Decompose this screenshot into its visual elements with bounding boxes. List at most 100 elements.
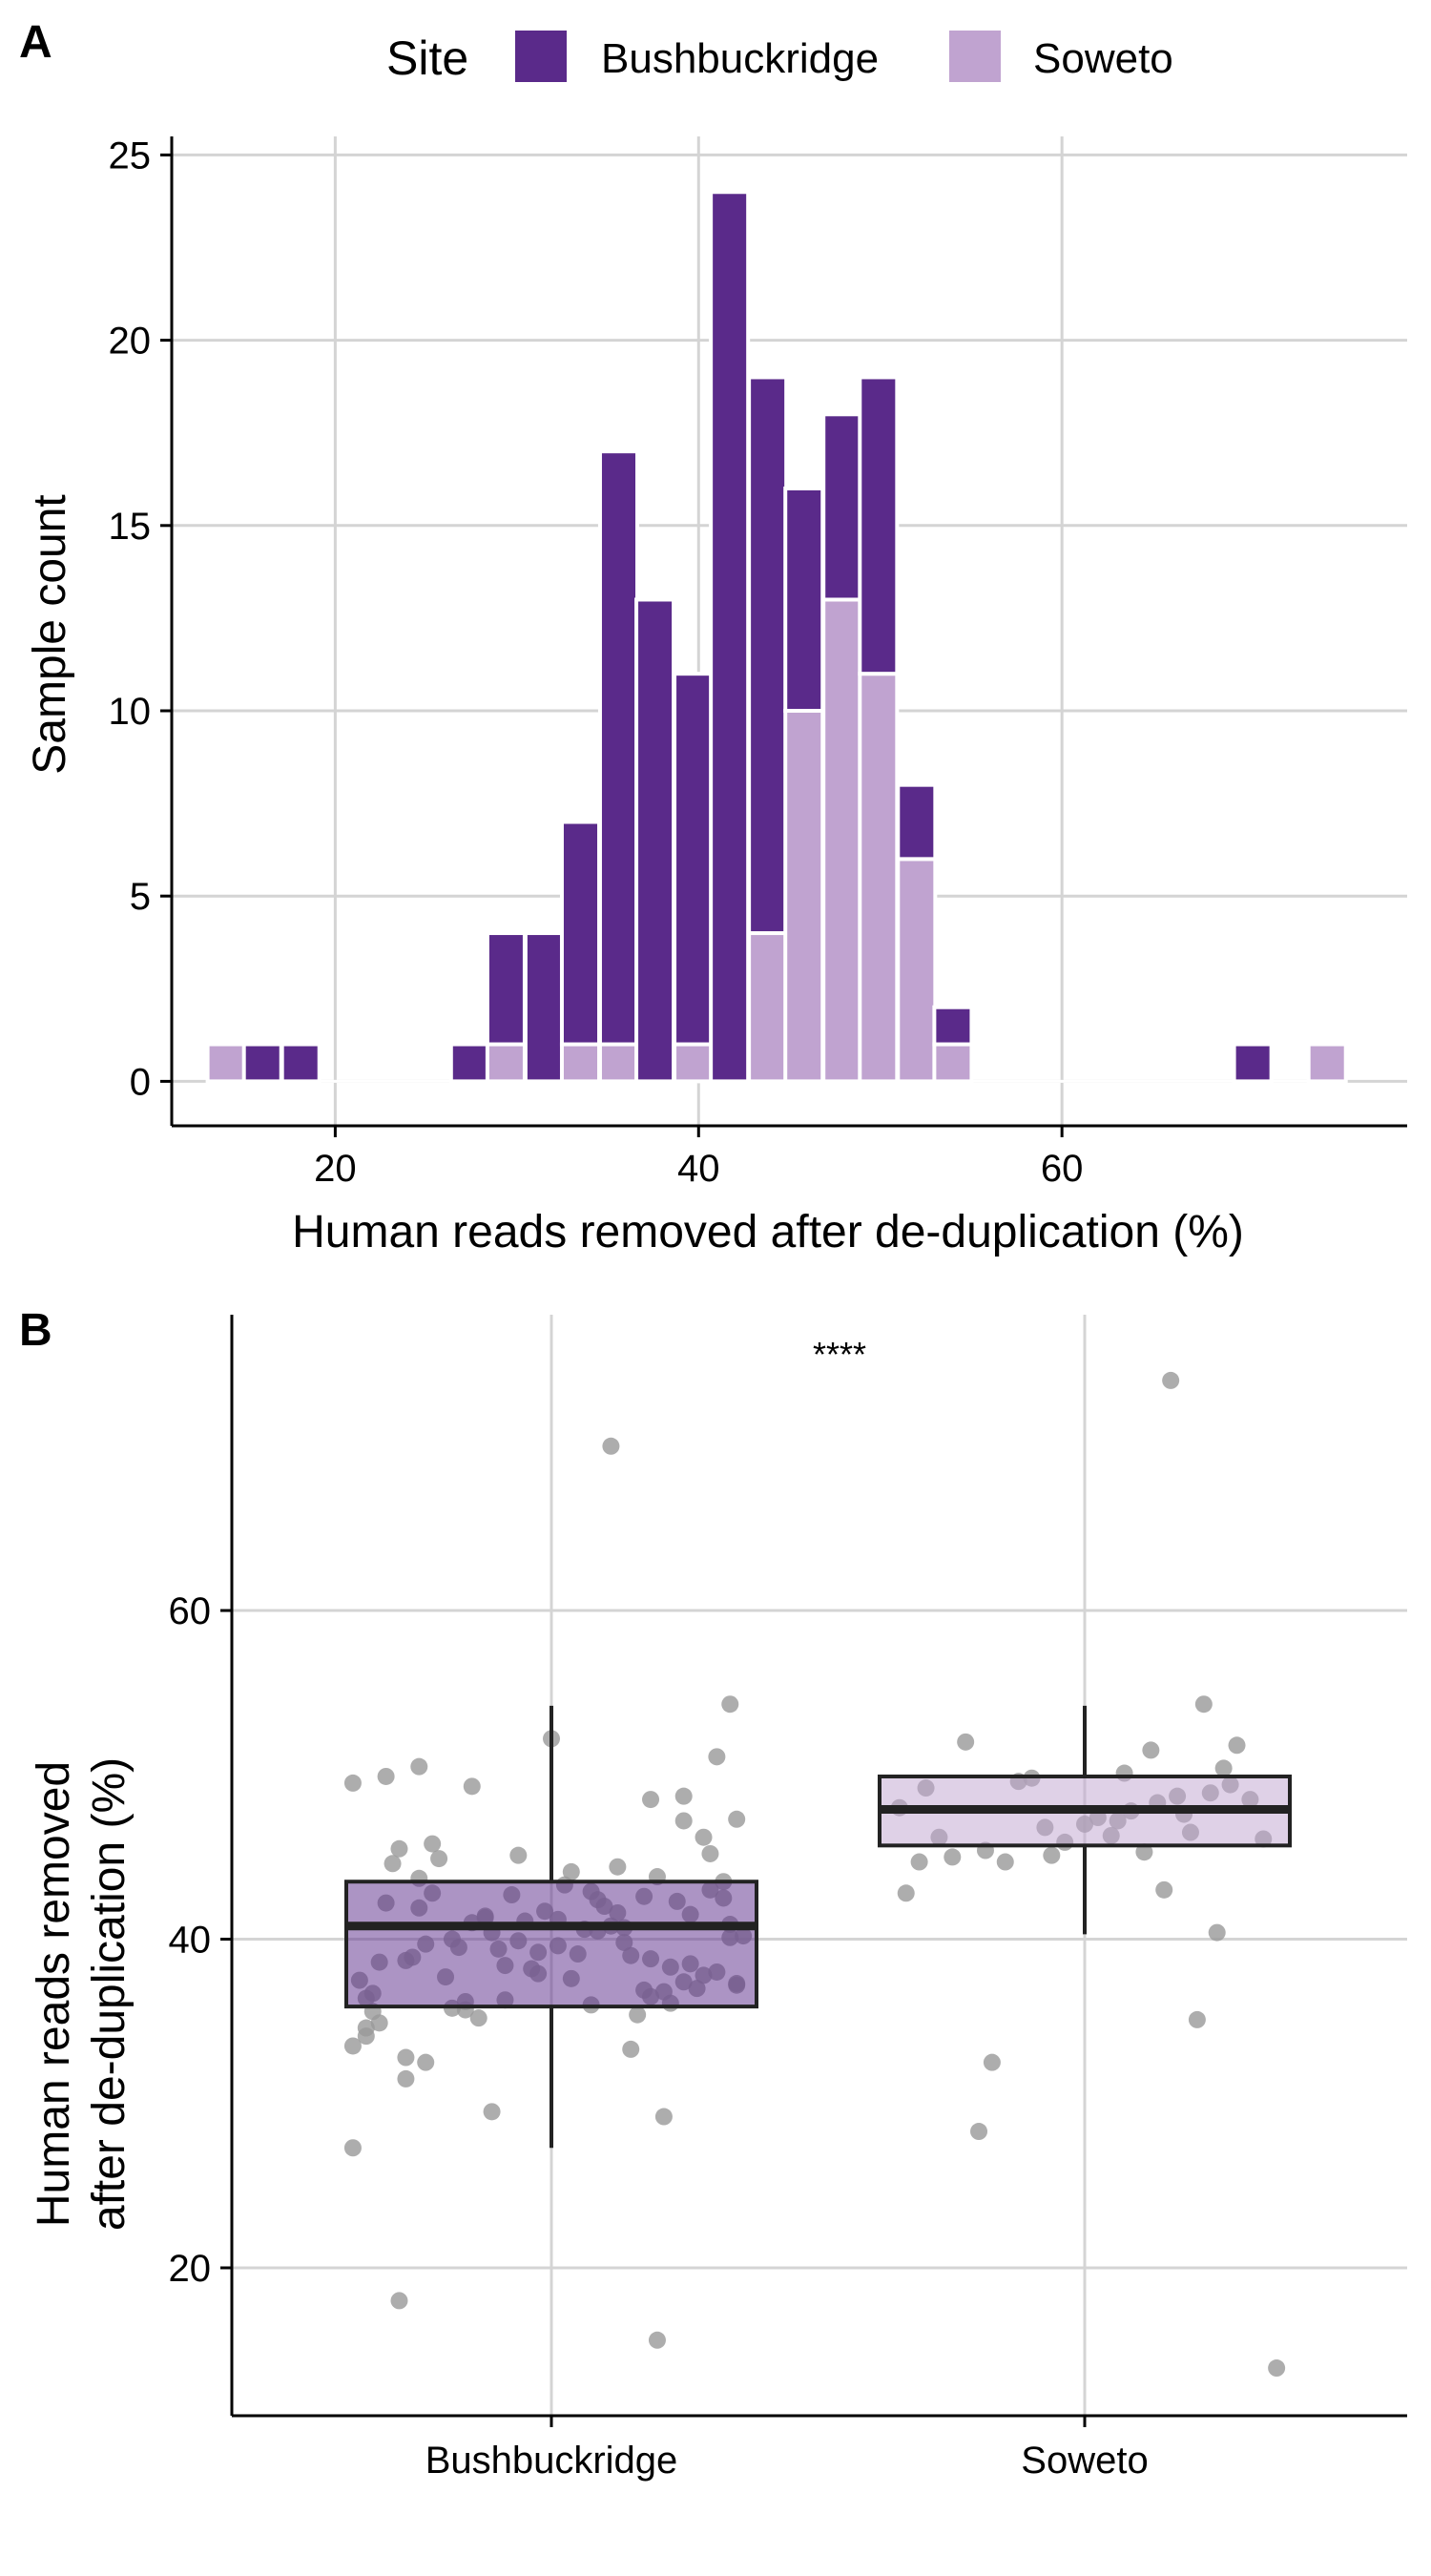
panel-a-bar-bushbuckridge-10 [709,190,751,1084]
panel-a-bar-soweto-11 [747,931,789,1084]
panel-b-point-1-6 [1194,1695,1213,1714]
panel-b-point-0-3 [377,1767,395,1785]
panel-a-bar-bushbuckridge-4 [485,931,527,1047]
panel-b-point-1-17 [1043,1846,1061,1864]
panel-b-point-0-15 [343,2037,362,2055]
panel-b-point-0-29 [370,2014,388,2032]
panel-b-point-1-11 [910,1853,928,1871]
panel-a-bars [205,190,1348,1084]
panel-b-point-0-24 [509,1846,528,1864]
panel-b-point-0-17 [483,2103,501,2121]
panel-a-ytick-label-15: 15 [109,506,152,548]
panel-b-point-1-9 [1208,1923,1226,1942]
panel-a-bar-bushbuckridge-11 [747,375,789,936]
panel-a-axes [160,136,1407,1137]
legend-label-soweto: Soweto [1033,35,1173,82]
panel-a-ylabel: Sample count [25,494,75,775]
panel-a-bar-bushbuckridge-13 [821,412,863,602]
panel-b-tick-labels: 20 40 60 Bushbuckridge Soweto [169,1590,1149,2482]
panel-b-box-0 [344,1880,758,2009]
panel-b-point-0-21 [674,1812,693,1830]
panel-b-axes [220,1315,1407,2427]
panel-a-label: A [19,17,52,68]
panel-b-point-0-23 [622,2040,640,2058]
panel-b-point-0-2 [602,1437,620,1455]
panel-a-bar-bushbuckridge-14 [858,375,900,676]
panel-b-point-0-9 [463,1777,481,1796]
panel-a-bar-bushbuckridge-2 [280,1042,321,1084]
panel-a-ytick-label-10: 10 [109,691,152,733]
panel-b-xtick-label-0: Bushbuckridge [425,2440,678,2482]
panel-b-point-1-3 [1188,2010,1206,2028]
panel-b-point-0-103 [674,1787,693,1805]
panel-a-xtick-label-20: 20 [314,1148,357,1190]
panel-b-label: B [19,1305,52,1356]
panel-b-ytick-label-40: 40 [169,1920,212,1962]
panel-b-gridlines [232,1315,1407,2416]
panel-b-point-0-53 [629,2005,647,2024]
panel-b-point-0-25 [654,2108,673,2126]
panel-b-point-1-18 [1135,1843,1153,1861]
panel-a-bar-bushbuckridge-12 [783,486,825,714]
panel-b-point-1-26 [996,1853,1014,1871]
panel-b-point-0-71 [469,2009,487,2027]
panel-a-bar-soweto-14 [858,672,900,1084]
panel-b-ylabel-line2: after de-duplication (%) [84,1757,135,2231]
panel-b-point-1-27 [1214,1759,1233,1777]
legend-swatch-soweto [949,31,1001,82]
panel-a-bar-bushbuckridge-3 [448,1042,490,1084]
panel-b-point-0-11 [728,1810,746,1828]
panel-b-point-1-19 [1228,1736,1246,1755]
panel-b-point-1-12 [1142,1741,1160,1759]
panel-a-bar-bushbuckridge-15 [896,782,938,862]
panel-a-bar-soweto-9 [673,1042,715,1084]
legend-swatch-bushbuckridge [515,31,567,82]
panel-b-point-0-5 [390,2292,408,2310]
panel-b-point-0-6 [343,2139,362,2157]
panel-a-ytick-label-5: 5 [130,876,151,918]
panel-a-bar-soweto-13 [821,597,863,1084]
panel-b-xtick-label-1: Soweto [1021,2440,1148,2482]
panel-b-annotation: **** [813,1335,866,1374]
legend: Site Bushbuckridge Soweto [386,31,1173,85]
panel-a-xlabel: Human reads removed after de-duplication… [292,1207,1244,1257]
panel-b-point-1-8 [897,1884,915,1902]
panel-a-bar-bushbuckridge-1 [241,1042,283,1084]
panel-a-bar-soweto-6 [559,1042,602,1084]
panel-a-bar-soweto-16 [932,1042,974,1084]
panel-a-bar-bushbuckridge-5 [523,931,565,1084]
panel-b-point-0-102 [357,2027,375,2046]
panel-b-ytick-label-20: 20 [169,2248,212,2290]
panel-b-point-0-14 [417,2053,435,2071]
panel-b-point-1-0 [1162,1371,1180,1389]
panel-b-points [343,1371,1286,2378]
panel-b-ytick-label-60: 60 [169,1590,212,1632]
panel-a-ytick-label-0: 0 [130,1061,151,1103]
panel-a-bar-soweto-0 [205,1042,247,1084]
panel-b-point-1-4 [983,2053,1001,2071]
panel-b-point-0-1 [721,1695,739,1714]
panel-b-point-0-22 [397,2048,415,2067]
panel-a-bar-bushbuckridge-6 [559,820,602,1047]
panel-b-point-0-7 [648,2331,666,2349]
panel-a-bar-bushbuckridge-17 [1232,1042,1274,1084]
panel-b-point-0-26 [695,1828,713,1846]
panel-b-ylabel-line1: Human reads removed [29,1761,79,2227]
panel-a-bar-soweto-12 [783,709,825,1084]
panel-b-point-0-106 [397,2069,415,2088]
panel-b-point-0-0 [343,1774,362,1792]
panel-b-point-0-80 [390,1839,408,1858]
panel-a-bar-bushbuckridge-16 [932,1005,974,1047]
panel-b-point-1-10 [944,1848,962,1866]
panel-a-bar-soweto-4 [485,1042,527,1084]
panel-b-point-0-10 [708,1748,726,1766]
panel-b-point-0-89 [609,1858,627,1876]
panel-b-point-0-96 [701,1844,719,1862]
panel-a-bar-soweto-18 [1306,1042,1348,1084]
panel-a-bar-bushbuckridge-8 [634,597,676,1084]
panel-b-point-0-50 [384,1855,402,1873]
legend-label-bushbuckridge: Bushbuckridge [601,35,879,82]
panel-a-ytick-label-20: 20 [109,321,152,363]
panel-b-point-0-12 [642,1791,660,1809]
